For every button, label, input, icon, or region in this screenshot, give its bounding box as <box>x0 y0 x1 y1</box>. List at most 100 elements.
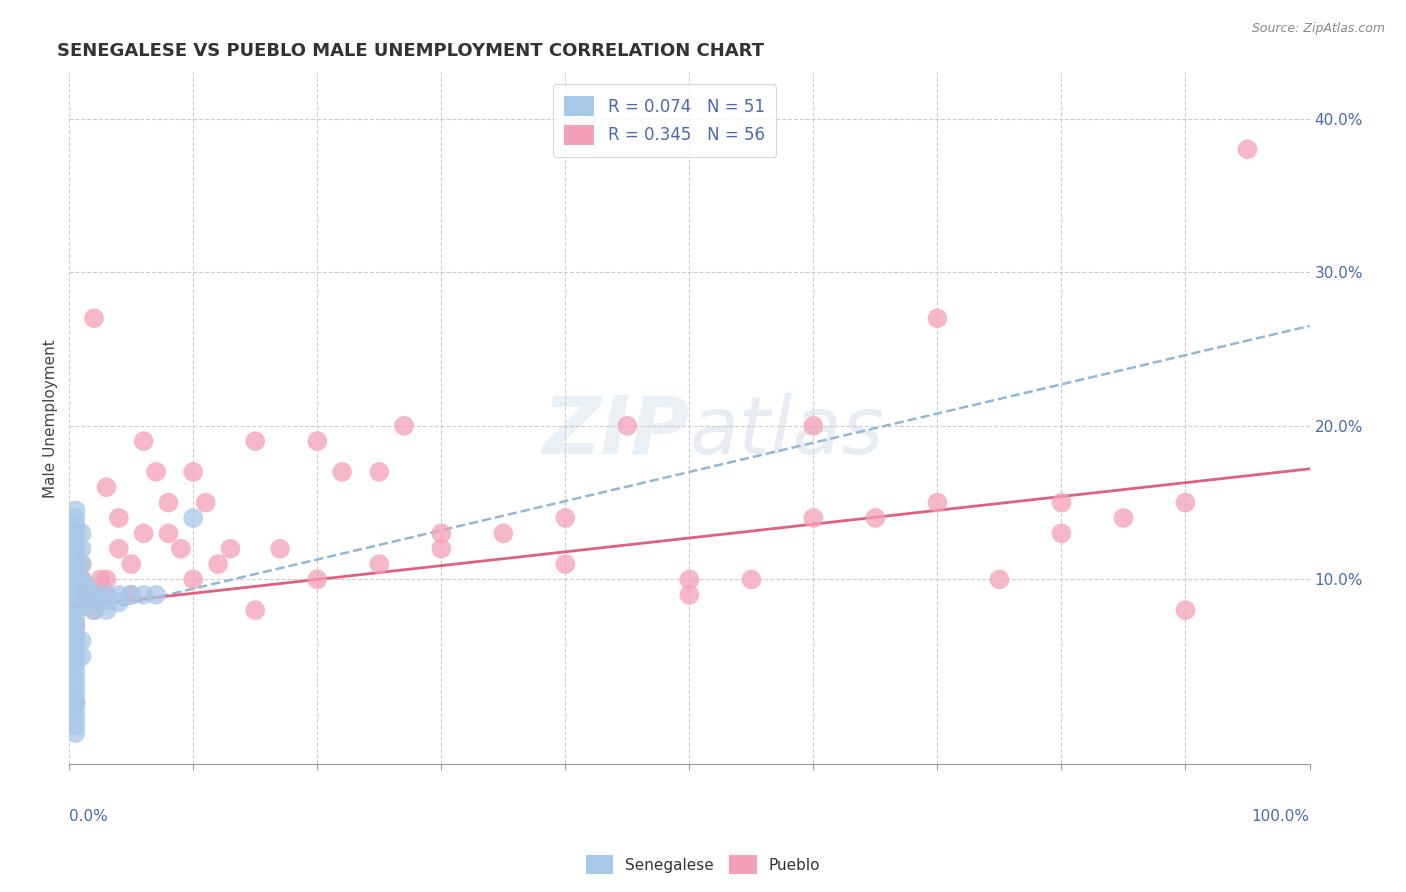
Point <box>1112 511 1135 525</box>
Point <box>65 511 87 525</box>
Point <box>616 418 638 433</box>
Point <box>988 573 1011 587</box>
Point <box>1174 603 1197 617</box>
Text: atlas: atlas <box>689 393 884 471</box>
Point <box>678 573 700 587</box>
Point <box>678 588 700 602</box>
Point <box>70 588 93 602</box>
Text: 100.0%: 100.0% <box>1251 809 1309 824</box>
Point <box>803 418 825 433</box>
Point <box>70 541 93 556</box>
Point <box>83 588 105 602</box>
Point <box>65 534 87 549</box>
Point <box>132 588 155 602</box>
Point <box>392 418 415 433</box>
Point <box>65 726 87 740</box>
Point <box>65 580 87 594</box>
Point <box>70 649 93 664</box>
Point <box>181 465 204 479</box>
Point <box>245 434 267 449</box>
Legend: R = 0.074   N = 51, R = 0.345   N = 56: R = 0.074 N = 51, R = 0.345 N = 56 <box>553 84 776 157</box>
Point <box>430 526 453 541</box>
Point <box>70 573 93 587</box>
Point <box>157 526 180 541</box>
Point <box>554 557 576 571</box>
Point <box>83 311 105 326</box>
Point <box>76 580 98 594</box>
Point <box>120 588 142 602</box>
Point <box>368 557 391 571</box>
Point <box>330 465 353 479</box>
Point <box>65 634 87 648</box>
Point <box>170 541 193 556</box>
Point <box>76 588 98 602</box>
Point <box>65 703 87 717</box>
Y-axis label: Male Unemployment: Male Unemployment <box>44 339 58 498</box>
Point <box>96 480 118 494</box>
Point <box>307 573 329 587</box>
Point <box>927 311 949 326</box>
Point <box>65 626 87 640</box>
Point <box>89 573 111 587</box>
Point <box>132 434 155 449</box>
Point <box>65 518 87 533</box>
Point <box>65 688 87 702</box>
Point <box>65 565 87 579</box>
Point <box>120 557 142 571</box>
Point <box>65 557 87 571</box>
Point <box>65 657 87 671</box>
Text: SENEGALESE VS PUEBLO MALE UNEMPLOYMENT CORRELATION CHART: SENEGALESE VS PUEBLO MALE UNEMPLOYMENT C… <box>56 42 763 60</box>
Point <box>65 573 87 587</box>
Point <box>368 465 391 479</box>
Point <box>70 573 93 587</box>
Point <box>1050 526 1073 541</box>
Point <box>70 557 93 571</box>
Point <box>65 673 87 687</box>
Point <box>120 588 142 602</box>
Point <box>89 595 111 609</box>
Point <box>65 595 87 609</box>
Point <box>70 526 93 541</box>
Point <box>83 603 105 617</box>
Point <box>65 711 87 725</box>
Legend: Senegalese, Pueblo: Senegalese, Pueblo <box>579 849 827 880</box>
Point <box>927 495 949 509</box>
Point <box>65 618 87 632</box>
Point <box>1050 495 1073 509</box>
Point <box>65 618 87 632</box>
Point <box>65 603 87 617</box>
Point <box>157 495 180 509</box>
Point <box>1236 142 1258 156</box>
Point <box>207 557 229 571</box>
Point <box>108 588 131 602</box>
Point <box>65 665 87 679</box>
Point <box>96 573 118 587</box>
Point <box>307 434 329 449</box>
Text: Source: ZipAtlas.com: Source: ZipAtlas.com <box>1251 22 1385 36</box>
Point <box>554 511 576 525</box>
Point <box>70 557 93 571</box>
Point <box>108 595 131 609</box>
Point <box>65 541 87 556</box>
Point <box>65 649 87 664</box>
Point <box>181 573 204 587</box>
Point <box>132 526 155 541</box>
Point <box>219 541 242 556</box>
Point <box>145 588 167 602</box>
Point <box>65 695 87 709</box>
Point <box>83 603 105 617</box>
Point <box>865 511 887 525</box>
Point <box>803 511 825 525</box>
Point <box>430 541 453 556</box>
Point <box>65 680 87 694</box>
Point <box>65 503 87 517</box>
Point <box>65 611 87 625</box>
Point <box>65 526 87 541</box>
Point <box>83 588 105 602</box>
Point <box>269 541 291 556</box>
Point <box>96 603 118 617</box>
Point <box>65 549 87 564</box>
Point <box>245 603 267 617</box>
Text: 0.0%: 0.0% <box>69 809 108 824</box>
Point <box>145 465 167 479</box>
